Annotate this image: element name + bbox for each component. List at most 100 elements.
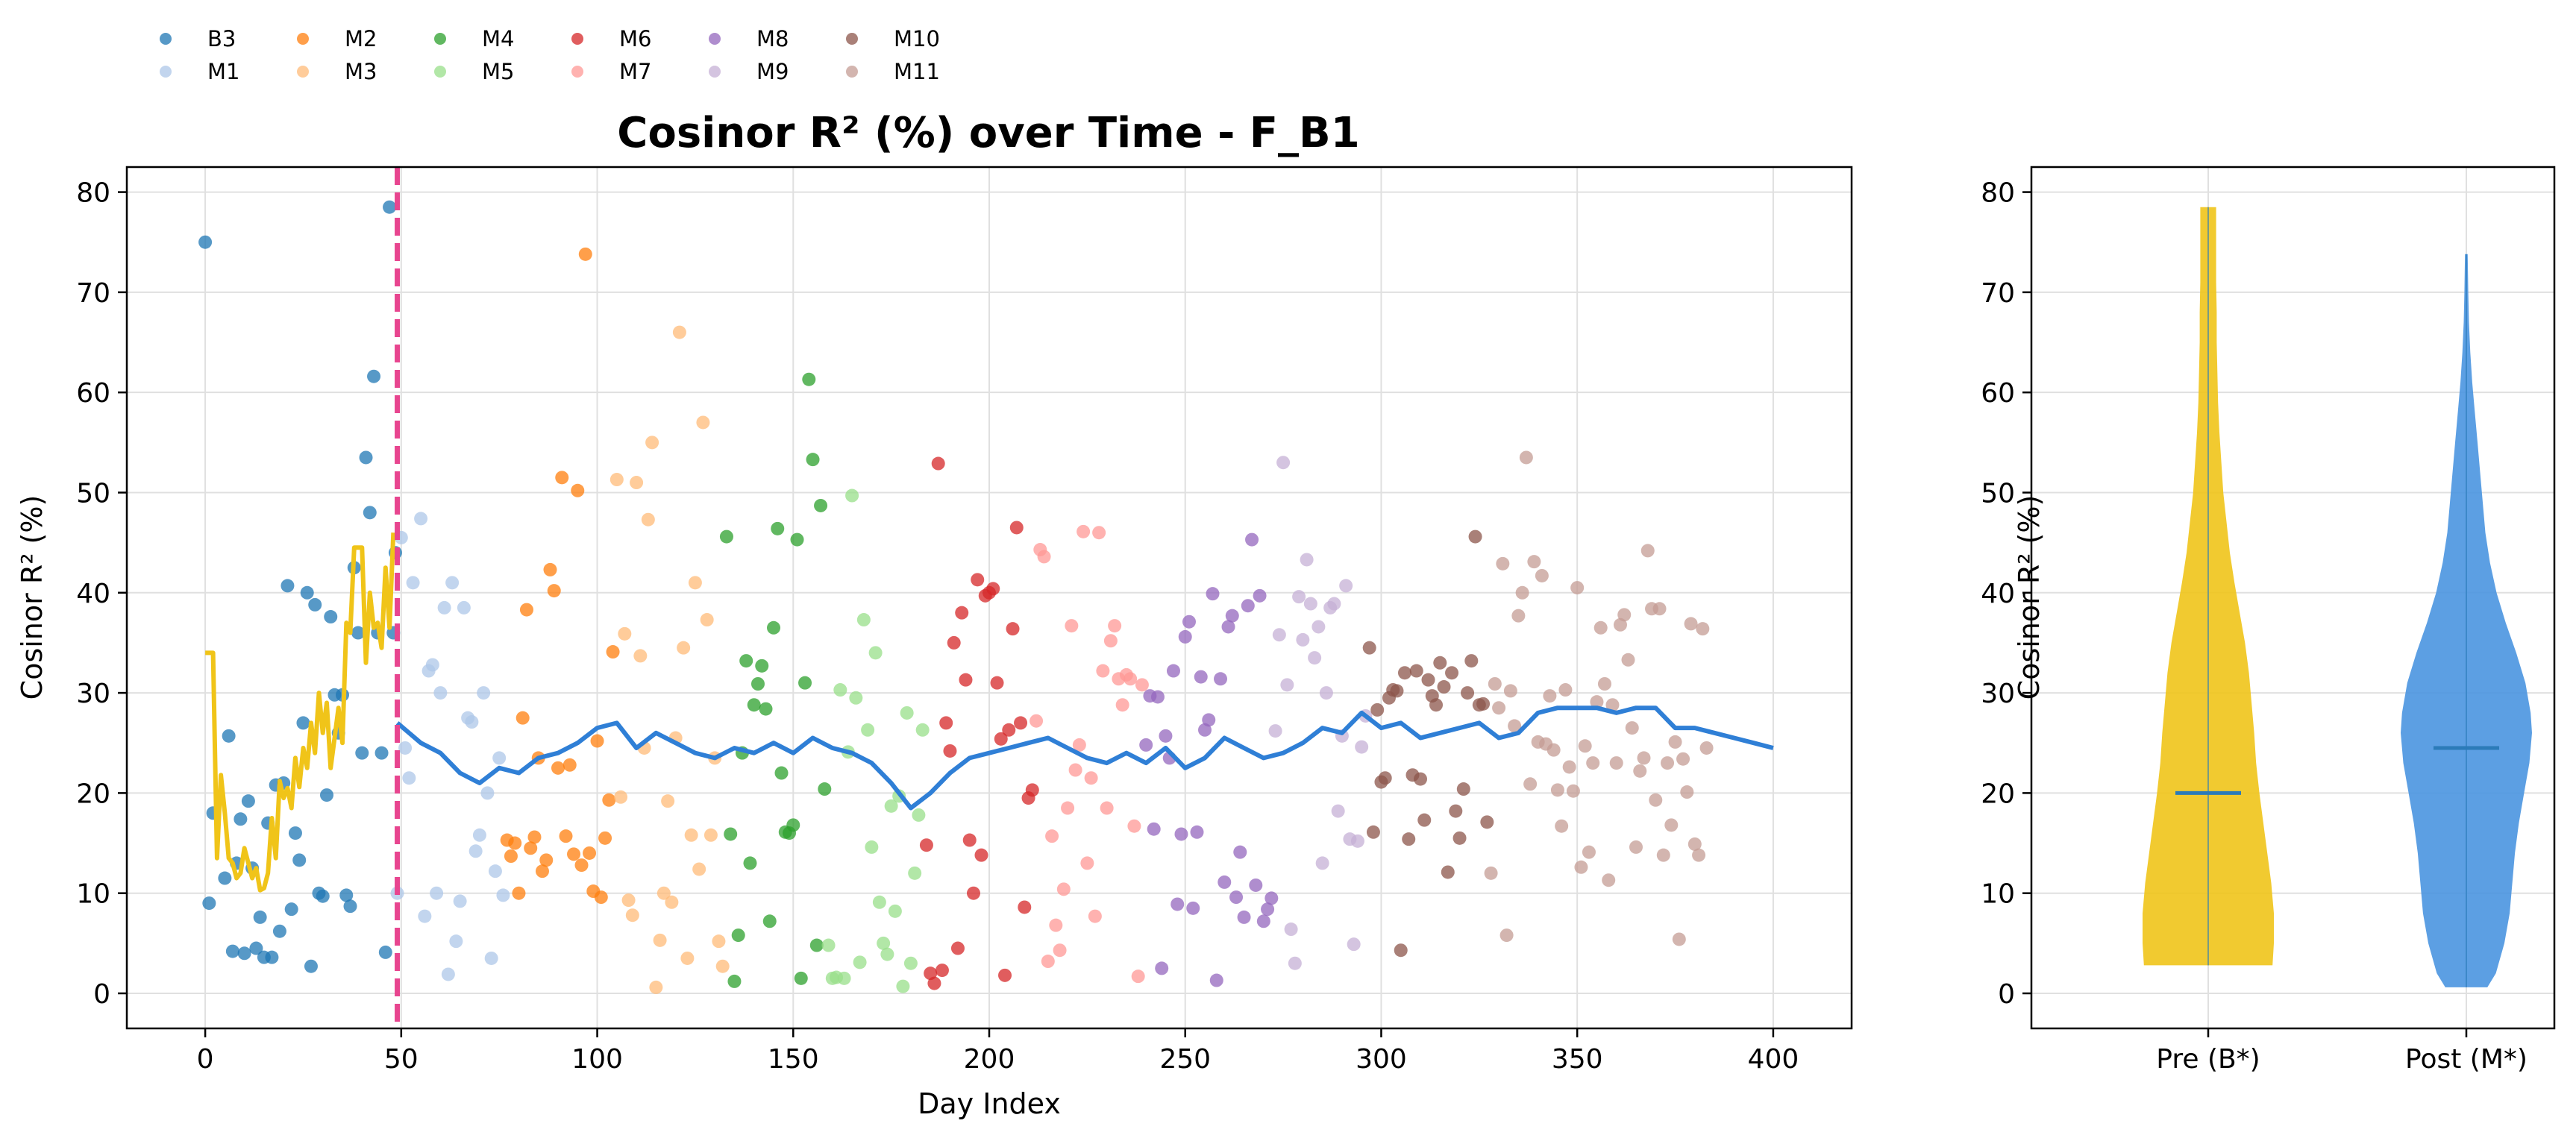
point-M8 [1178, 629, 1192, 644]
point-M11 [1562, 760, 1576, 774]
point-M4 [806, 453, 820, 467]
point-M2 [598, 831, 612, 845]
point-M11 [1492, 701, 1506, 715]
legend-label: M5 [482, 59, 514, 84]
point-B3 [359, 450, 373, 465]
point-M11 [1692, 848, 1706, 862]
point-B3 [383, 200, 397, 214]
point-M3 [684, 828, 698, 842]
point-M1 [414, 512, 428, 526]
legend-label: M2 [345, 26, 377, 51]
point-M8 [1261, 902, 1275, 917]
point-M2 [547, 584, 561, 598]
point-M4 [743, 856, 757, 870]
point-M2 [555, 471, 569, 485]
point-M1 [465, 715, 479, 729]
point-M1 [445, 576, 460, 590]
point-M2 [504, 849, 518, 863]
point-B3 [308, 597, 322, 612]
point-M1 [492, 751, 507, 765]
point-M4 [809, 938, 824, 952]
series-M8 [1139, 532, 1279, 987]
point-M6 [971, 573, 985, 587]
trend-line-post [395, 705, 1774, 811]
point-M4 [790, 532, 804, 547]
point-B3 [316, 889, 330, 903]
point-M5 [845, 488, 859, 503]
violin-plot-panel: Pre (B*) Post (M*) 0 10 20 30 40 50 60 70 80 Cosi… [1981, 166, 2556, 1075]
point-M1 [488, 864, 502, 879]
y-tick-label: 50 [76, 478, 110, 509]
point-M11 [1578, 739, 1592, 753]
point-M1 [480, 786, 495, 800]
violin-y-tick-label: 30 [1981, 679, 2015, 709]
point-M7 [1096, 664, 1110, 678]
point-M2 [543, 562, 557, 576]
point-M10 [1464, 654, 1479, 668]
legend-label: B3 [207, 26, 236, 51]
point-M1 [449, 934, 463, 949]
point-M8 [1256, 914, 1270, 928]
y-axis-label: Cosinor R² (%) [16, 495, 48, 700]
point-M7 [1077, 524, 1091, 538]
point-M6 [927, 976, 941, 990]
point-M9 [1280, 678, 1294, 692]
point-B3 [272, 924, 286, 938]
point-M7 [1115, 698, 1129, 712]
point-M11 [1625, 721, 1639, 735]
point-M4 [750, 677, 765, 691]
point-M1 [430, 886, 444, 900]
point-M7 [1053, 943, 1067, 958]
point-M1 [425, 658, 439, 672]
point-M10 [1461, 686, 1475, 700]
violin-y-tick-label: 70 [1981, 278, 2015, 309]
x-tick-label: 350 [1552, 1044, 1603, 1075]
series-M3 [609, 325, 730, 994]
point-M11 [1668, 735, 1682, 749]
trend-lines [205, 532, 1774, 893]
legend-entry-M11: M11 [846, 59, 940, 84]
point-M7 [1100, 801, 1114, 815]
point-M9 [1319, 686, 1333, 700]
point-M3 [641, 512, 655, 527]
point-M6 [1009, 521, 1024, 535]
point-M1 [437, 600, 451, 615]
point-M10 [1456, 782, 1470, 796]
point-M3 [625, 908, 639, 923]
legend-label: M10 [894, 26, 940, 51]
point-M11 [1652, 602, 1667, 616]
point-M8 [1150, 690, 1165, 704]
point-M11 [1699, 741, 1714, 755]
legend-marker [571, 33, 583, 45]
point-M9 [1331, 804, 1345, 818]
legend-marker [297, 66, 309, 78]
x-tick-label: 100 [571, 1044, 623, 1075]
point-M5 [868, 646, 883, 660]
point-M1 [496, 888, 510, 902]
point-M2 [590, 734, 604, 748]
point-M11 [1684, 617, 1698, 631]
point-M10 [1366, 825, 1380, 839]
point-M8 [1186, 901, 1200, 915]
point-M6 [939, 716, 953, 730]
point-M8 [1171, 897, 1185, 911]
point-M5 [821, 938, 836, 952]
point-B3 [265, 950, 279, 964]
point-M10 [1421, 673, 1435, 687]
legend-entry-M7: M7 [571, 59, 651, 84]
point-M1 [433, 686, 448, 700]
point-M2 [583, 846, 597, 860]
point-M11 [1519, 450, 1533, 465]
point-M10 [1433, 656, 1447, 670]
point-M4 [724, 827, 738, 841]
point-M11 [1590, 695, 1604, 709]
point-M4 [747, 698, 761, 712]
point-M4 [759, 702, 773, 716]
point-M7 [1135, 678, 1149, 692]
legend-entry-M3: M3 [297, 59, 377, 84]
point-M9 [1276, 456, 1291, 470]
point-M3 [665, 895, 679, 909]
point-M6 [994, 732, 1008, 746]
point-M3 [645, 436, 659, 450]
